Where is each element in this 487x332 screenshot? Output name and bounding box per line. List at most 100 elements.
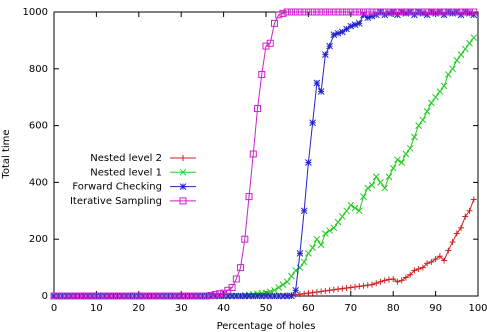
marker-square	[427, 8, 435, 16]
marker-stroke	[275, 284, 283, 291]
marker-stroke	[338, 28, 346, 36]
marker-stroke	[179, 183, 187, 190]
marker	[343, 8, 351, 16]
marker-stroke	[309, 244, 316, 252]
marker	[402, 8, 410, 16]
marker-square	[215, 290, 223, 298]
marker	[351, 204, 359, 212]
marker-stroke	[432, 93, 439, 101]
marker	[393, 8, 401, 16]
marker-square	[283, 8, 291, 16]
marker-square	[237, 264, 245, 272]
marker	[180, 155, 186, 161]
marker-stroke	[368, 181, 376, 189]
marker	[360, 193, 367, 200]
marker	[423, 8, 431, 16]
marker	[356, 283, 363, 290]
marker	[351, 8, 359, 16]
marker	[398, 8, 406, 16]
marker-square	[122, 292, 130, 300]
y-tick-label: 400	[29, 177, 48, 188]
marker-square	[466, 8, 474, 16]
legend-label: Forward Checking	[72, 182, 162, 193]
series-line	[54, 11, 474, 297]
marker-stroke	[453, 56, 461, 64]
marker	[415, 122, 422, 129]
marker	[449, 65, 456, 73]
marker	[54, 292, 62, 300]
marker	[419, 8, 427, 16]
marker	[347, 8, 355, 16]
marker-stroke	[322, 51, 329, 58]
marker	[436, 88, 444, 95]
marker	[309, 119, 316, 127]
marker	[126, 292, 134, 300]
marker	[232, 275, 240, 283]
marker-stroke	[338, 213, 346, 220]
marker-stroke	[288, 292, 295, 300]
marker-square	[275, 11, 283, 19]
marker-square	[241, 235, 249, 243]
marker-stroke	[419, 116, 427, 124]
marker-square	[389, 8, 397, 16]
marker	[254, 105, 262, 113]
marker-square	[75, 292, 83, 300]
marker-square	[385, 8, 393, 16]
y-tick-label: 800	[29, 64, 48, 75]
marker	[211, 291, 219, 299]
marker-square	[321, 8, 329, 16]
marker-square	[198, 292, 206, 300]
marker	[198, 292, 206, 300]
marker-stroke	[288, 272, 295, 280]
marker-stroke	[300, 207, 308, 215]
marker	[406, 8, 414, 16]
marker	[304, 8, 312, 16]
marker	[334, 218, 342, 226]
marker-square	[347, 8, 355, 16]
marker-stroke	[394, 156, 401, 164]
marker	[419, 264, 426, 271]
marker-stroke	[377, 179, 384, 186]
marker	[369, 281, 375, 288]
marker-square	[402, 8, 410, 16]
marker	[466, 207, 473, 214]
marker-square	[381, 8, 389, 16]
marker	[338, 8, 346, 16]
marker	[305, 159, 312, 166]
marker-square	[245, 193, 253, 201]
marker-stroke	[360, 193, 367, 200]
marker-square	[105, 292, 113, 300]
x-tick-label: 40	[217, 303, 230, 314]
marker-stroke	[372, 173, 380, 181]
marker	[330, 31, 338, 39]
marker	[179, 183, 187, 190]
marker-stroke	[470, 34, 478, 41]
marker	[360, 8, 368, 16]
marker	[287, 8, 295, 16]
marker-square	[461, 8, 469, 16]
marker	[309, 289, 316, 296]
marker	[444, 8, 452, 16]
marker	[377, 278, 384, 285]
marker-square	[80, 292, 88, 300]
marker-square	[92, 292, 100, 300]
marker-square	[156, 292, 164, 300]
marker	[318, 288, 325, 295]
marker-stroke	[330, 224, 338, 232]
marker	[305, 290, 312, 297]
marker-stroke	[313, 79, 321, 87]
marker-square	[436, 8, 444, 16]
marker	[283, 278, 291, 286]
marker	[381, 8, 389, 16]
marker	[436, 253, 443, 260]
marker	[445, 247, 452, 254]
marker	[427, 8, 435, 16]
marker	[88, 292, 96, 300]
marker	[305, 250, 312, 257]
marker	[368, 12, 376, 20]
marker	[385, 8, 393, 16]
marker	[453, 56, 461, 64]
marker	[228, 283, 236, 291]
marker-stroke	[334, 218, 342, 226]
marker	[75, 292, 83, 300]
